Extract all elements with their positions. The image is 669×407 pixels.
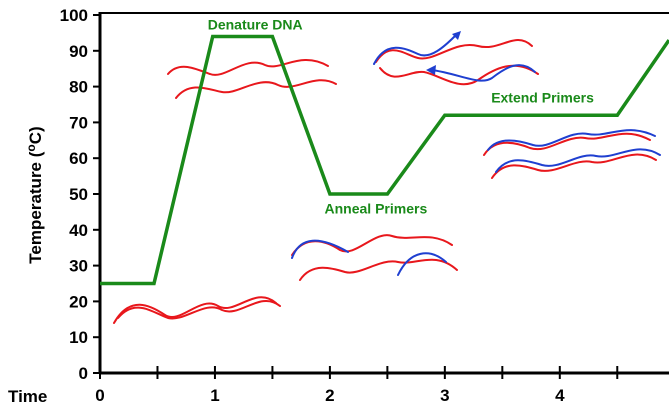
y-axis-label-superscript: o [24,144,38,151]
y-tick-label: 10 [69,328,88,347]
y-axis-ticks: 0 10 20 30 40 50 60 70 80 90 100 [60,6,100,383]
y-tick-label: 100 [60,6,88,25]
y-tick-label: 20 [69,292,88,311]
y-tick-label: 80 [69,78,88,97]
annotation-denature-dna: Denature DNA [208,16,303,32]
annotation-extend-primers: Extend Primers [491,90,594,106]
annotation-anneal-primers: Anneal Primers [325,201,428,217]
x-tick-label: 3 [440,386,449,405]
x-tick-label: 4 [555,386,565,405]
dna-illustrations [113,31,661,324]
x-axis-label: Time [8,387,47,406]
x-tick-label: 2 [325,386,334,405]
y-tick-label: 70 [69,113,88,132]
x-axis-ticks: 0 1 2 3 4 [95,366,619,405]
y-tick-label: 0 [79,364,88,383]
y-tick-label: 30 [69,257,88,276]
y-axis-label: Temperature (oC) [24,126,45,263]
y-axis-label-main: Temperature ( [26,151,45,263]
y-axis-label-end: C) [26,126,45,144]
y-tick-label: 90 [69,42,88,61]
x-tick-label: 0 [95,386,104,405]
y-tick-label: 50 [69,185,88,204]
x-tick-label: 1 [210,386,219,405]
dna-denatured-illustration [167,59,337,99]
dna-annealed-illustration [291,234,458,281]
y-tick-label: 40 [69,221,88,240]
dna-extension-illustration [373,31,539,86]
temperature-profile-line [100,34,669,286]
dna-double-strand-illustration [113,296,281,324]
y-tick-label: 60 [69,149,88,168]
dna-extended-illustration [483,129,661,179]
